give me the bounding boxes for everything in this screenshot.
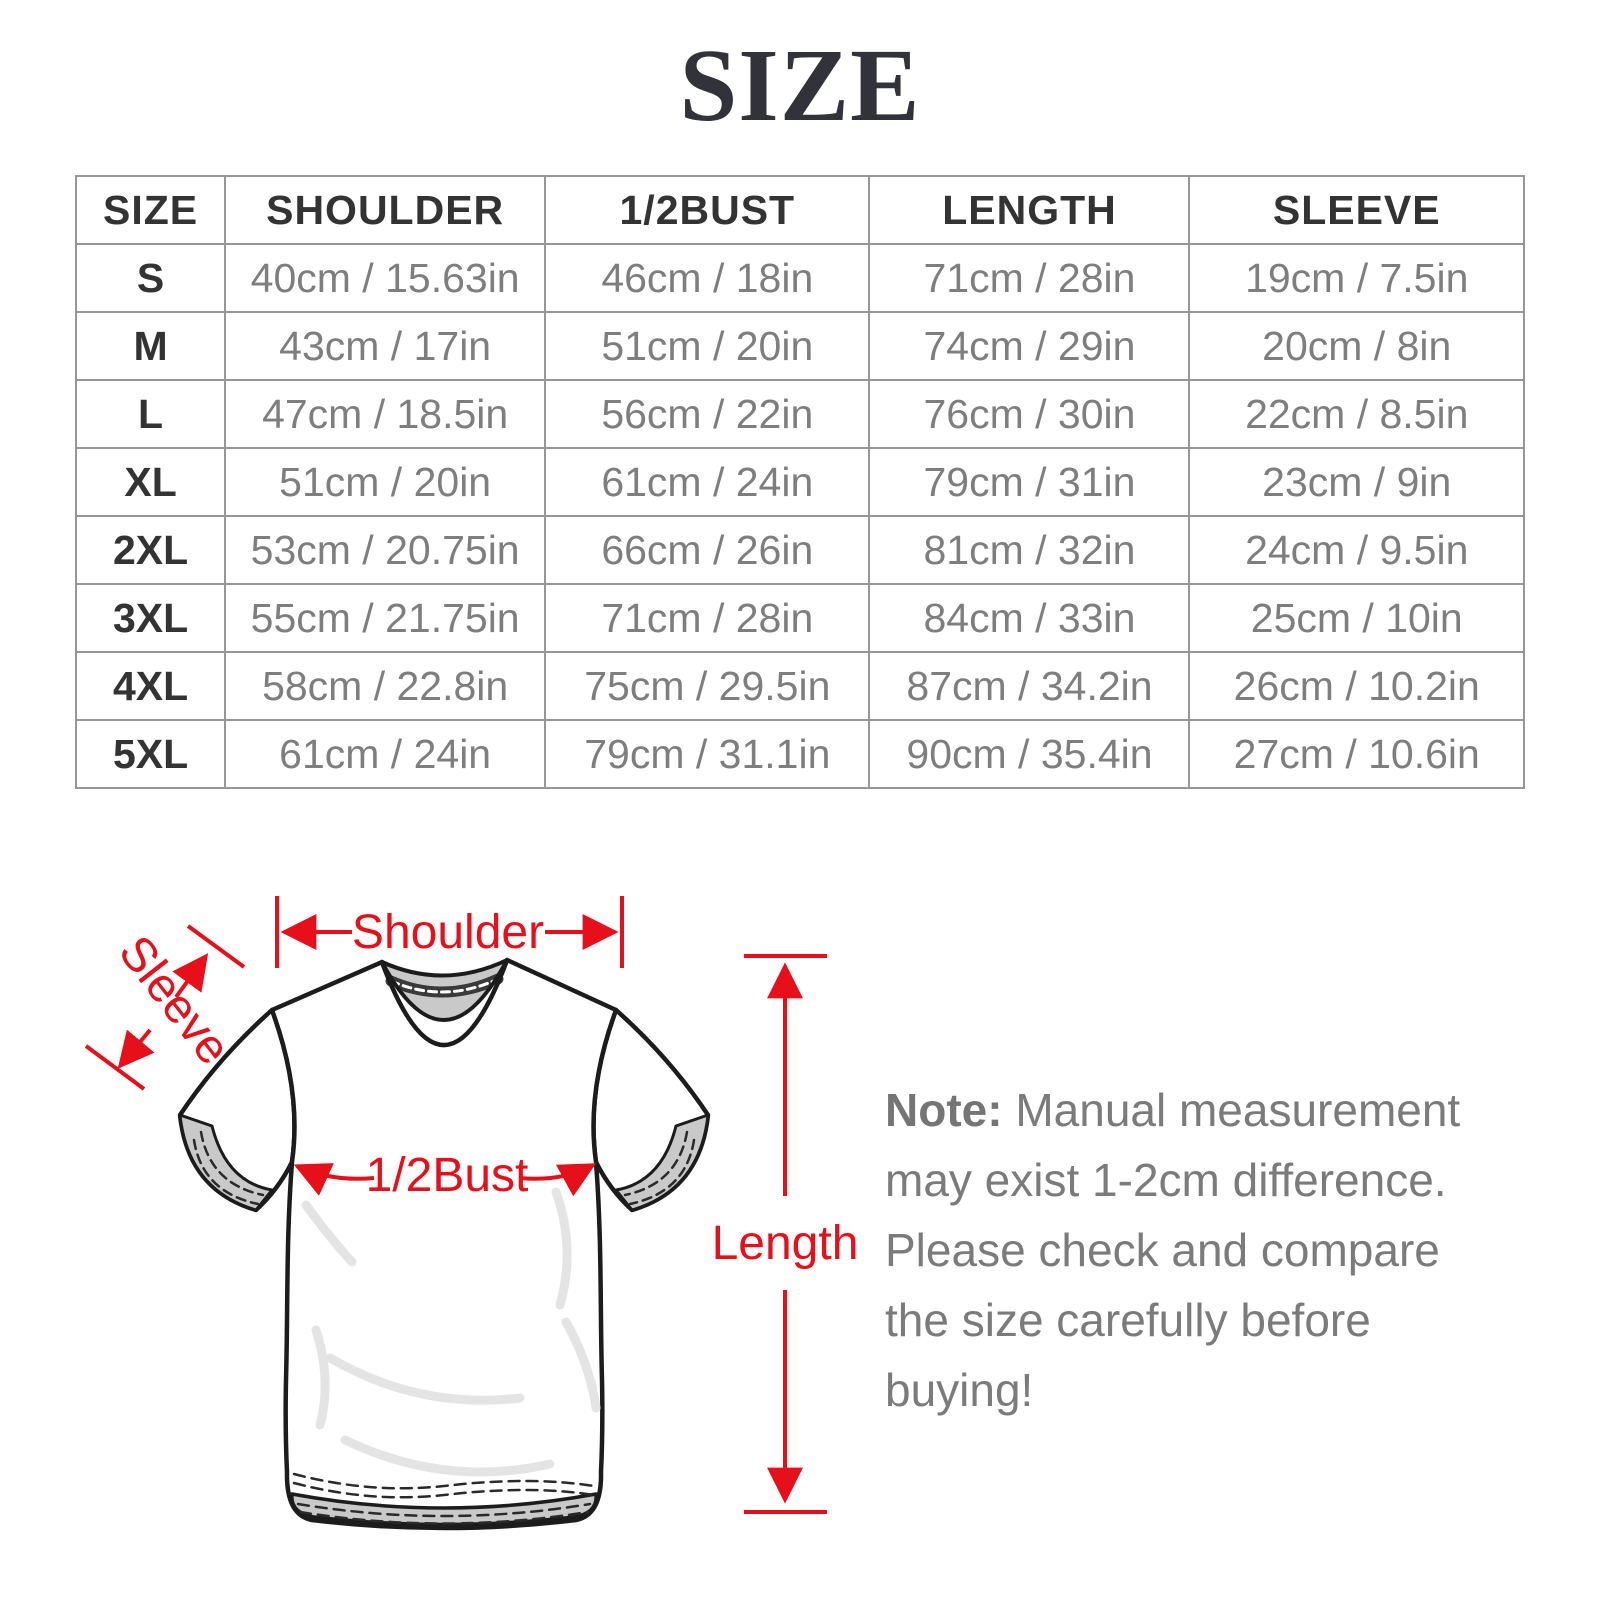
sleeve-cell: 24cm / 9.5in — [1188, 515, 1525, 585]
tshirt-collar — [379, 957, 510, 1048]
length-label: Length — [712, 1217, 859, 1270]
page-title: SIZE — [679, 28, 921, 143]
column-header-shoulder: SHOULDER — [224, 175, 547, 245]
table-header-row: SIZE SHOULDER 1/2BUST LENGTH SLEEVE — [74, 175, 1525, 245]
bust-cell: 75cm / 29.5in — [544, 651, 871, 721]
shoulder-cell: 58cm / 22.8in — [224, 651, 547, 721]
length-cell: 71cm / 28in — [868, 243, 1191, 313]
sleeve-cell: 20cm / 8in — [1188, 311, 1525, 381]
length-cell: 74cm / 29in — [868, 311, 1191, 381]
length-cell: 76cm / 30in — [868, 379, 1191, 449]
table-row: M 43cm / 17in 51cm / 20in 74cm / 29in 20… — [74, 311, 1525, 381]
bust-right-arrow — [519, 1163, 597, 1197]
tshirt-measurement-drawing: Shoulder Sleeve 1/2Bust Length — [84, 896, 859, 1531]
length-dimension — [744, 954, 827, 1514]
size-table: SIZE SHOULDER 1/2BUST LENGTH SLEEVE S 40… — [74, 175, 1525, 789]
shoulder-cell: 51cm / 20in — [224, 447, 547, 517]
shoulder-cell: 55cm / 21.75in — [224, 583, 547, 653]
length-cell: 84cm / 33in — [868, 583, 1191, 653]
bust-cell: 46cm / 18in — [544, 243, 871, 313]
bust-cell: 71cm / 28in — [544, 583, 871, 653]
column-header-size: SIZE — [74, 175, 227, 245]
table-row: 3XL 55cm / 21.75in 71cm / 28in 84cm / 33… — [74, 583, 1525, 653]
size-cell: XL — [74, 447, 227, 517]
size-cell: S — [74, 243, 227, 313]
shoulder-cell: 61cm / 24in — [224, 719, 547, 789]
bust-cell: 66cm / 26in — [544, 515, 871, 585]
size-cell: M — [74, 311, 227, 381]
bust-label: 1/2Bust — [366, 1149, 529, 1202]
sleeve-cell: 22cm / 8.5in — [1188, 379, 1525, 449]
table-row: 4XL 58cm / 22.8in 75cm / 29.5in 87cm / 3… — [74, 651, 1525, 721]
table-row: 5XL 61cm / 24in 79cm / 31.1in 90cm / 35.… — [74, 719, 1525, 789]
length-cell: 79cm / 31in — [868, 447, 1191, 517]
table-row: XL 51cm / 20in 61cm / 24in 79cm / 31in 2… — [74, 447, 1525, 517]
note-body: Manual measurement may exist 1-2cm diffe… — [885, 1084, 1461, 1416]
bust-cell: 61cm / 24in — [544, 447, 871, 517]
tshirt-body — [269, 957, 619, 1531]
size-cell: 4XL — [74, 651, 227, 721]
table-row: L 47cm / 18.5in 56cm / 22in 76cm / 30in … — [74, 379, 1525, 449]
table-row: S 40cm / 15.63in 46cm / 18in 71cm / 28in… — [74, 243, 1525, 313]
size-cell: 3XL — [74, 583, 227, 653]
sleeve-top-tick — [186, 924, 246, 969]
bust-cell: 51cm / 20in — [544, 311, 871, 381]
sleeve-cell: 23cm / 9in — [1188, 447, 1525, 517]
column-header-bust: 1/2BUST — [544, 175, 871, 245]
length-cell: 87cm / 34.2in — [868, 651, 1191, 721]
shoulder-cell: 47cm / 18.5in — [224, 379, 547, 449]
sleeve-up-arrow — [172, 953, 209, 999]
shoulder-cell: 53cm / 20.75in — [224, 515, 547, 585]
tshirt-wrinkles — [301, 1187, 601, 1477]
shoulder-dimension — [275, 896, 624, 968]
length-cell: 90cm / 35.4in — [868, 719, 1191, 789]
measurement-diagram: Shoulder Sleeve 1/2Bust Length Note: Man… — [0, 860, 1600, 1600]
bust-cell: 56cm / 22in — [544, 379, 871, 449]
table-row: 2XL 53cm / 20.75in 66cm / 26in 81cm / 32… — [74, 515, 1525, 585]
column-header-sleeve: SLEEVE — [1188, 175, 1525, 245]
sleeve-cell: 25cm / 10in — [1188, 583, 1525, 653]
sleeve-bottom-tick — [84, 1044, 146, 1091]
shoulder-cell: 40cm / 15.63in — [224, 243, 547, 313]
tshirt-hem — [290, 1472, 598, 1527]
length-cell: 81cm / 32in — [868, 515, 1191, 585]
sleeve-cell: 27cm / 10.6in — [1188, 719, 1525, 789]
size-cell: 2XL — [74, 515, 227, 585]
shoulder-cell: 43cm / 17in — [224, 311, 547, 381]
column-header-length: LENGTH — [868, 175, 1191, 245]
bust-left-arrow — [293, 1163, 375, 1196]
size-cell: L — [74, 379, 227, 449]
sleeve-dimension — [84, 924, 246, 1091]
shoulder-label: Shoulder — [352, 906, 544, 959]
size-cell: 5XL — [74, 719, 227, 789]
bust-cell: 79cm / 31.1in — [544, 719, 871, 789]
sleeve-cell: 19cm / 7.5in — [1188, 243, 1525, 313]
sleeve-cell: 26cm / 10.2in — [1188, 651, 1525, 721]
note-label: Note: — [885, 1084, 1003, 1136]
tshirt-illustration — [177, 957, 711, 1531]
bust-dimension — [293, 1163, 597, 1197]
note-text: Note: Manual measurement may exist 1-2cm… — [885, 1075, 1503, 1425]
sleeve-down-arrow — [117, 1028, 155, 1069]
tshirt-right-sleeve — [591, 1007, 711, 1213]
